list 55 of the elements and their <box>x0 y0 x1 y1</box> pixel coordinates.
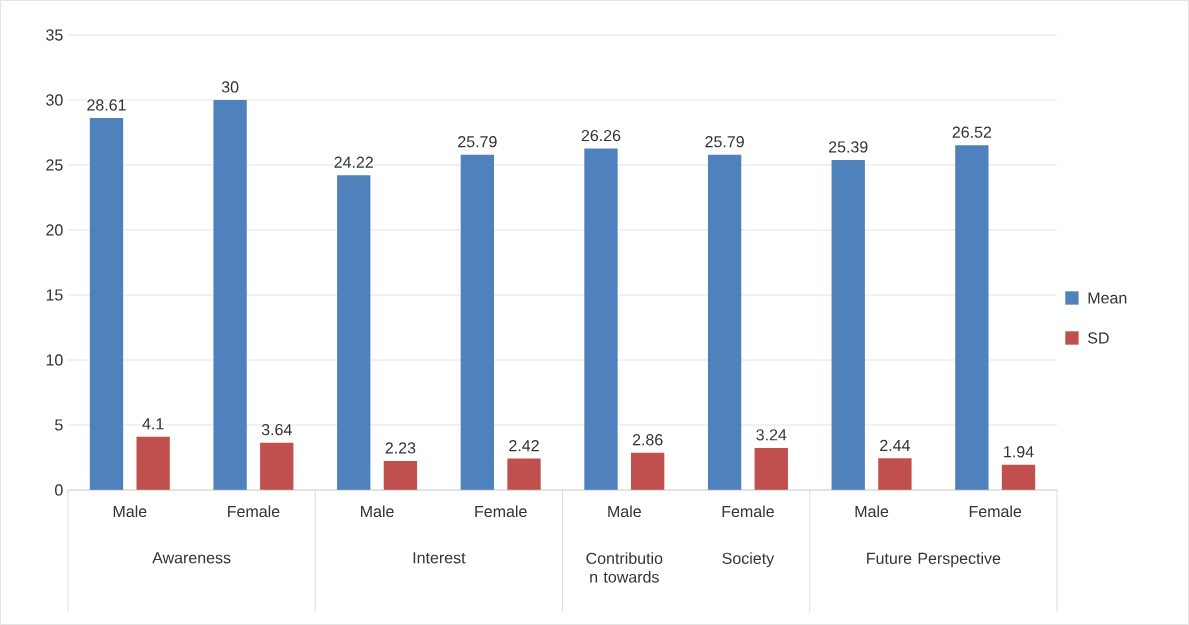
y-tick-label: 20 <box>46 224 63 236</box>
bar <box>754 447 788 490</box>
y-tick-label: 25 <box>46 159 63 171</box>
data-label: 3.24 <box>756 429 787 441</box>
bar <box>831 159 865 490</box>
data-label: 4.1 <box>142 418 164 430</box>
text: Contributio n towards <box>586 552 663 583</box>
text: Society <box>722 552 775 568</box>
data-label: 25.39 <box>829 141 868 153</box>
x-tick-label: Male <box>113 505 147 518</box>
legend-label: Mean <box>1088 292 1127 304</box>
bar <box>260 442 294 490</box>
legend-label: SD <box>1088 332 1109 344</box>
x-tick-label: Female <box>475 505 527 518</box>
bar <box>89 118 124 490</box>
text: Awareness <box>152 552 231 564</box>
text: Future Perspective <box>867 552 1001 568</box>
x-tick-label: Female <box>969 505 1022 518</box>
bar <box>630 452 665 490</box>
bar <box>878 458 912 490</box>
bar <box>955 145 989 490</box>
data-label: 1.94 <box>1004 446 1034 458</box>
bar <box>337 175 371 490</box>
data-label: 24.22 <box>334 156 373 168</box>
x-tick-label: Female <box>722 505 774 518</box>
bar <box>213 100 247 490</box>
bar <box>460 154 495 490</box>
data-label: 2.42 <box>509 440 539 452</box>
text: Interest <box>413 552 466 564</box>
data-label: 26.26 <box>581 129 621 142</box>
data-label: 3.64 <box>261 423 292 436</box>
x-tick-label: Male <box>361 505 394 518</box>
y-tick-label: 30 <box>46 94 63 106</box>
data-label: 2.23 <box>385 442 416 454</box>
data-label: 28.61 <box>87 99 126 111</box>
y-tick-label: 10 <box>46 354 63 366</box>
y-tick-label: 0 <box>55 484 63 496</box>
bar <box>707 154 742 490</box>
x-tick-label: Male <box>608 505 641 518</box>
x-tick-label: Male <box>855 505 889 518</box>
data-label: 26.52 <box>952 126 992 138</box>
data-label: 2.44 <box>880 439 910 451</box>
bar <box>1001 464 1036 490</box>
data-label: 30 <box>221 81 239 93</box>
y-tick-label: 35 <box>46 29 63 41</box>
x-tick-label: Female <box>228 505 280 518</box>
data-label: 25.79 <box>705 136 744 148</box>
bar <box>383 461 418 490</box>
data-label: 2.86 <box>632 434 663 446</box>
bar <box>507 458 541 490</box>
data-label: 25.79 <box>458 136 497 148</box>
y-tick-label: 5 <box>55 419 63 431</box>
bar <box>584 148 618 490</box>
y-tick-label: 15 <box>46 289 63 301</box>
bar <box>136 436 170 490</box>
